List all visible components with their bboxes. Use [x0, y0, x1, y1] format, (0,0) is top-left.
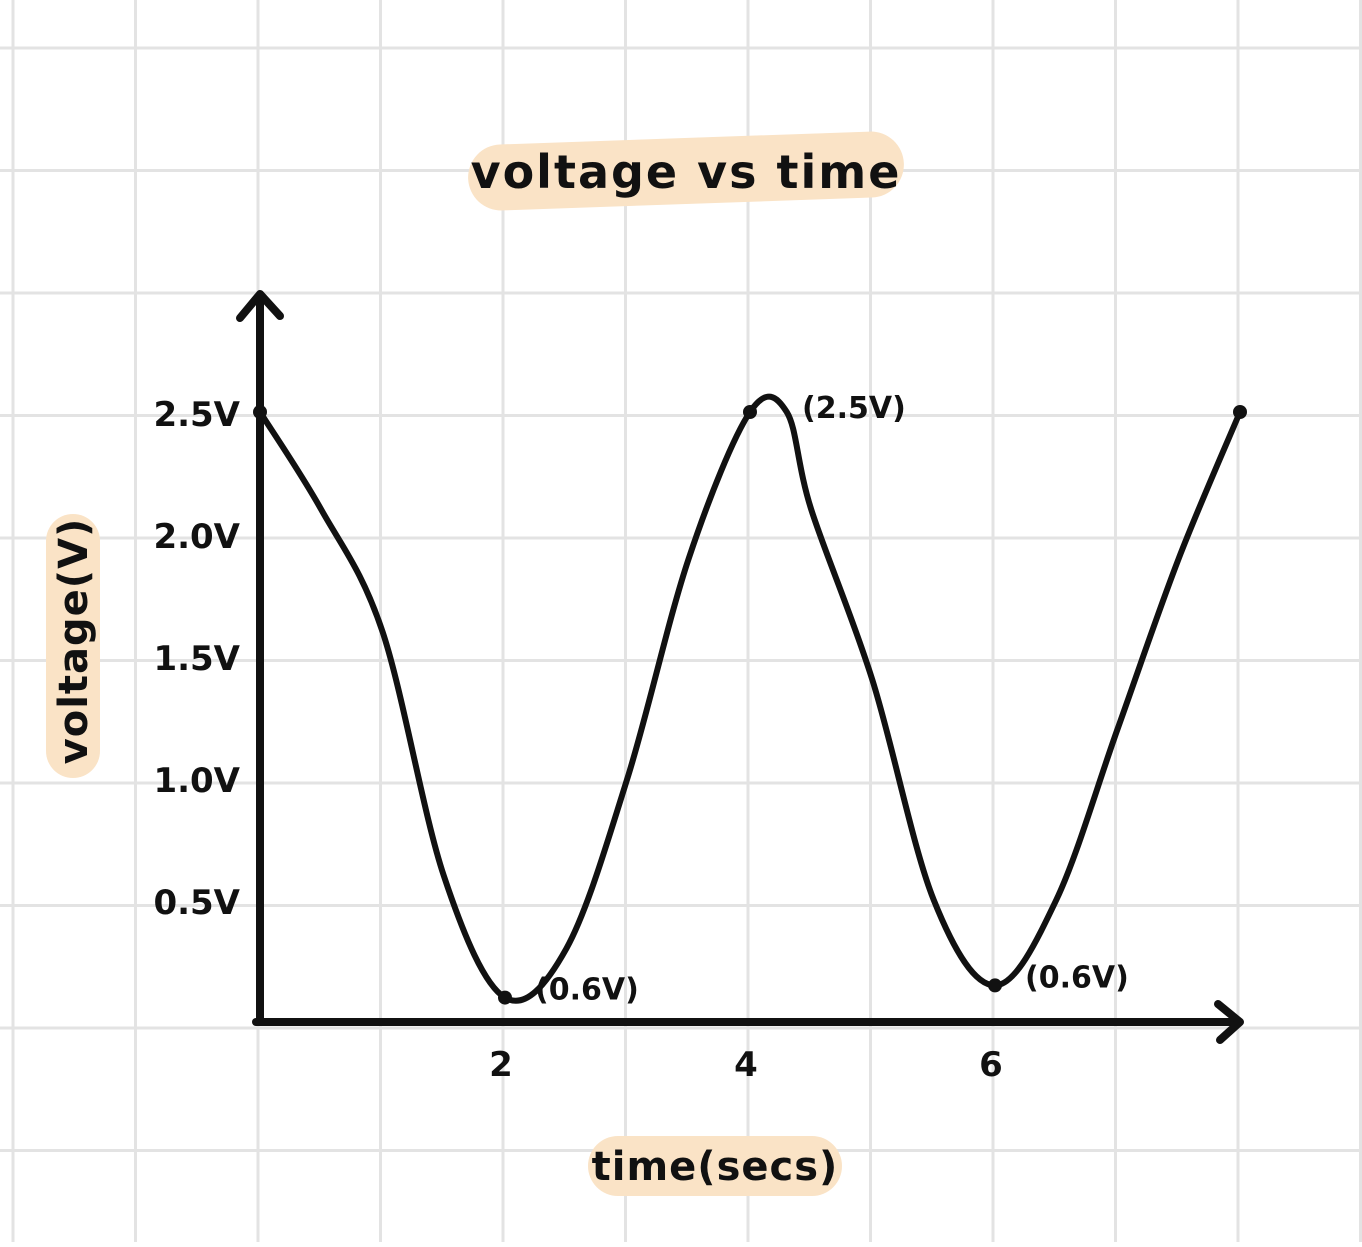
y-tick-label: 2.0V — [153, 517, 240, 557]
y-axis-arrow — [236, 290, 284, 322]
ticks: 0.5V 1.0V 1.5V 2.0V 2.5V 2 4 6 — [153, 395, 1002, 1085]
x-axis-label: time(secs) — [592, 1144, 839, 1190]
point-annotation: (0.6V) — [535, 973, 639, 1008]
data-point — [743, 405, 757, 419]
y-axis-label: voltage(V) — [51, 518, 97, 765]
chart-title: voltage vs time — [471, 145, 902, 199]
x-tick-label: 6 — [979, 1045, 1003, 1085]
x-tick-label: 4 — [734, 1045, 758, 1085]
point-annotation: (0.6V) — [1025, 960, 1129, 995]
x-axis-arrow — [1214, 1000, 1244, 1044]
y-tick-label: 2.5V — [153, 395, 240, 435]
y-tick-label: 0.5V — [153, 883, 240, 923]
ylabel-highlight — [46, 514, 100, 778]
y-tick-label: 1.0V — [153, 761, 240, 801]
y-tick-label: 1.5V — [153, 639, 240, 679]
point-annotation: (2.5V) — [802, 391, 906, 426]
series-line — [257, 393, 1243, 1004]
data-point — [1233, 405, 1247, 419]
title-highlight — [468, 131, 904, 211]
marked-points: (0.6V) (2.5V) (0.6V) — [253, 391, 1247, 1008]
data-point — [498, 990, 512, 1005]
data-point — [988, 978, 1002, 993]
series — [257, 393, 1243, 1004]
x-tick-label: 2 — [489, 1045, 513, 1085]
data-point — [253, 405, 267, 419]
xlabel-highlight — [588, 1136, 842, 1196]
